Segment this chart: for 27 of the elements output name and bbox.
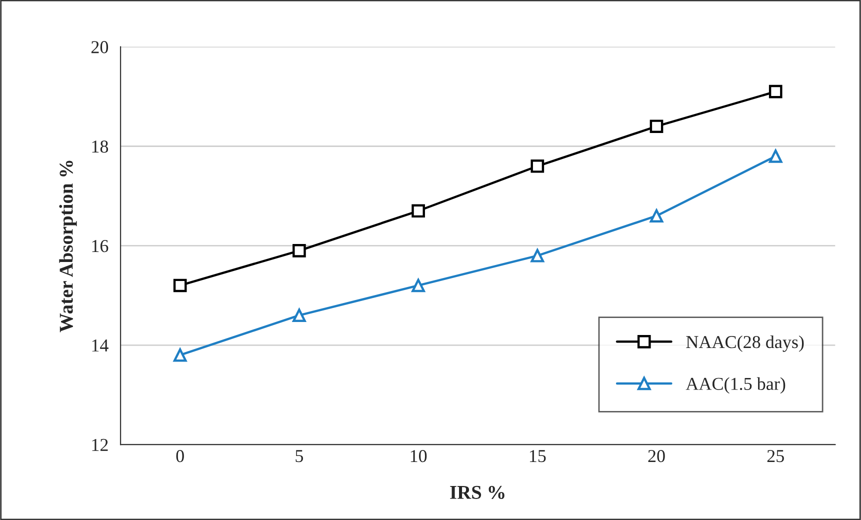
point: [412, 278, 425, 292]
y-tick-label: 20: [91, 41, 108, 54]
y-tick-label: 16: [92, 240, 108, 252]
point: [768, 84, 782, 98]
point: [650, 209, 664, 223]
x-tick-label: 15: [530, 450, 546, 462]
x-tick-label: 10: [410, 450, 427, 462]
legend-label: AAC(1.5 bar): [686, 377, 786, 394]
x-tick-label: 0: [176, 450, 184, 462]
point: [530, 248, 544, 262]
y-axis-title: Water Absorption %: [59, 160, 77, 332]
point: [292, 244, 306, 258]
x-tick-label: 5: [296, 450, 304, 462]
y-tick-label: 12: [92, 438, 108, 451]
point: [292, 308, 306, 322]
point: [412, 204, 425, 218]
x-tick-label: 25: [767, 450, 784, 462]
point: [173, 278, 187, 292]
y-tick-label: 14: [92, 339, 108, 352]
x-axis-title: IRS %: [450, 486, 504, 500]
point: [650, 120, 664, 134]
point: [768, 150, 782, 163]
point: [173, 348, 187, 362]
y-tick-label: 18: [92, 140, 108, 153]
point: [530, 159, 544, 173]
x-tick-label: 20: [648, 450, 665, 462]
legend-label: NAAC(28 days): [686, 335, 804, 352]
